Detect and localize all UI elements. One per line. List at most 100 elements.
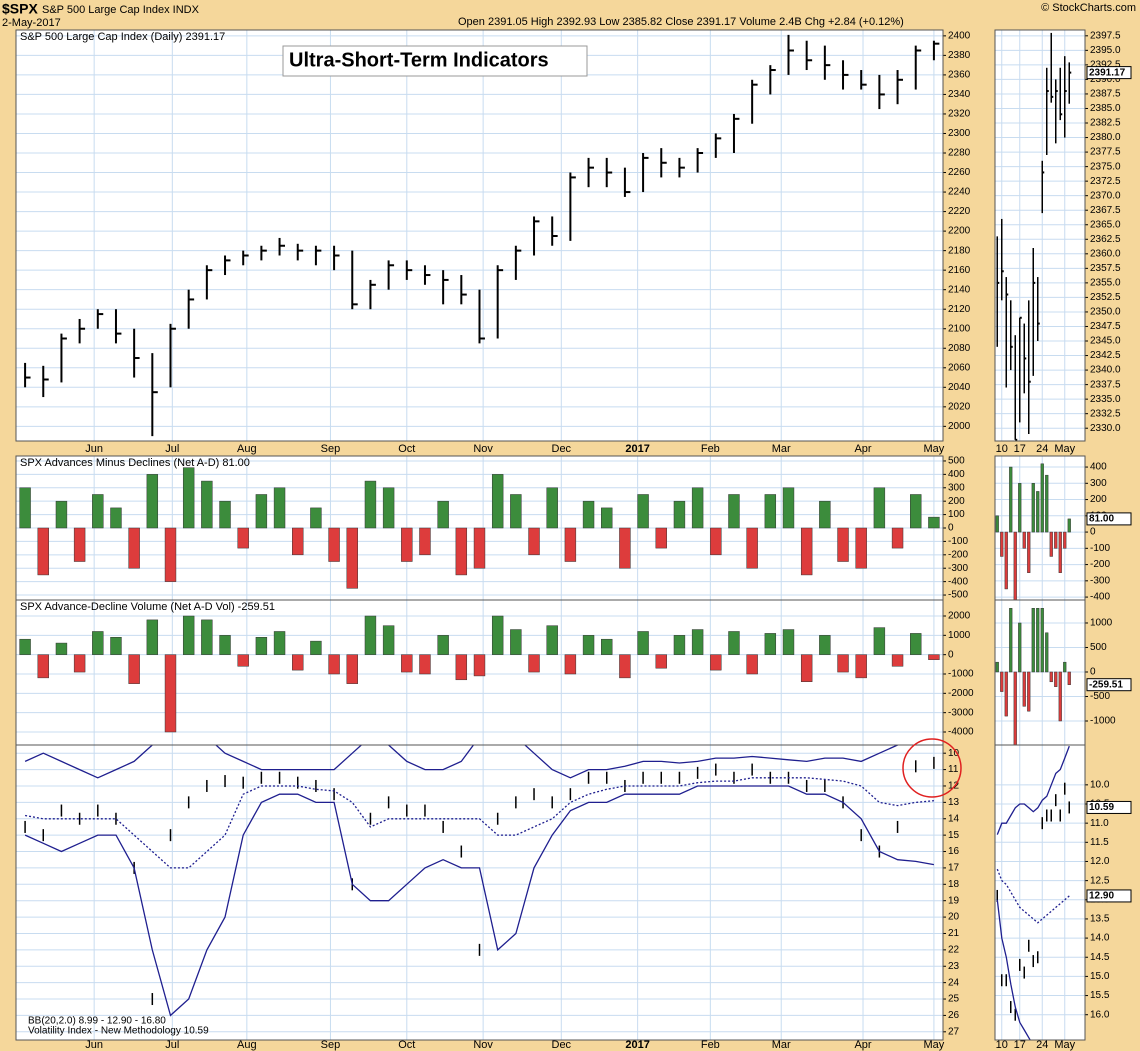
bar — [1004, 671, 1008, 717]
x-tick-label: Oct — [398, 1039, 415, 1051]
y-tick-label: 2345.0 — [1090, 336, 1121, 347]
bar — [1036, 491, 1040, 533]
bar — [619, 654, 631, 679]
bar — [819, 500, 831, 529]
bar — [1067, 671, 1071, 685]
highlight-circle — [902, 738, 962, 798]
bar — [1045, 632, 1049, 673]
bar — [437, 635, 449, 655]
x-tick-label: Jul — [165, 1039, 179, 1051]
plot-area — [995, 608, 1071, 745]
bar — [1054, 531, 1058, 549]
bar — [473, 654, 486, 677]
y-tick-label: 2350.0 — [1090, 307, 1121, 318]
bar — [928, 516, 940, 529]
band-line — [24, 777, 934, 869]
y-tick-label: 2365.0 — [1090, 219, 1121, 230]
x-tick-label: May — [924, 1039, 945, 1051]
band-line — [24, 745, 901, 779]
panel-background — [995, 600, 1085, 745]
y-tick-label: -100 — [948, 536, 968, 547]
bar — [891, 527, 904, 549]
y-tick-label: -500 — [948, 590, 968, 601]
credit: © StockCharts.com — [1041, 2, 1136, 14]
y-tick-label: 2375.0 — [1090, 161, 1121, 172]
bar — [1027, 671, 1031, 712]
y-tick-label: -1000 — [948, 669, 974, 680]
x-tick-label: Oct — [398, 443, 415, 455]
bar — [1018, 622, 1022, 673]
legend: SPX Advance-Decline Volume (Net A-D Vol)… — [20, 601, 275, 613]
bar — [601, 638, 613, 655]
bar — [1009, 466, 1013, 533]
bar — [310, 507, 322, 529]
y-tick-label: 2357.5 — [1090, 263, 1121, 274]
value-box — [1086, 66, 1132, 80]
y-tick-label: 15.0 — [1090, 971, 1110, 982]
y-tick-label: 2380.0 — [1090, 132, 1121, 143]
bar — [728, 494, 740, 529]
panel-border — [15, 29, 944, 442]
x-tick-label: Jun — [85, 443, 103, 455]
y-tick-label: 2300 — [948, 128, 971, 139]
y-tick-label: 500 — [1090, 642, 1107, 653]
y-tick-label: 0 — [1090, 667, 1096, 678]
y-tick-label: 2355.0 — [1090, 278, 1121, 289]
bar — [455, 654, 468, 681]
y-tick-label: 2240 — [948, 187, 971, 198]
y-tick-label: 2020 — [948, 401, 971, 412]
y-tick-label: 2347.5 — [1090, 321, 1121, 332]
y-tick-label: 24 — [948, 977, 960, 988]
bar — [819, 635, 831, 655]
bar — [182, 467, 195, 529]
x-tick-label: 10 — [996, 443, 1008, 455]
y-tick-label: 0 — [948, 649, 954, 660]
y-tick-label: 2180 — [948, 245, 971, 256]
bar — [800, 654, 813, 682]
y-tick-label: 12.5 — [1090, 875, 1110, 886]
y-tick-label: 2160 — [948, 265, 971, 276]
bar — [837, 654, 849, 673]
y-tick-label: 2000 — [948, 611, 971, 622]
y-tick-label: 10.0 — [1090, 779, 1110, 790]
y-tick-label: -400 — [1090, 592, 1110, 603]
y-tick-label: 300 — [1090, 478, 1107, 489]
bar — [1013, 671, 1017, 745]
bar — [110, 507, 122, 529]
title-box — [282, 45, 588, 77]
bar — [164, 527, 177, 582]
bar — [401, 527, 413, 562]
panel: 1000 500 0 -500 -1000 -259.51 — [994, 599, 1132, 746]
y-tick-label: -400 — [948, 576, 968, 587]
plot-area — [24, 745, 935, 1017]
bar — [1009, 608, 1013, 673]
bar — [673, 500, 686, 529]
bar — [255, 494, 268, 529]
y-tick-label: 12.0 — [1090, 856, 1110, 867]
bar — [855, 527, 867, 569]
bar — [564, 527, 577, 562]
panel-background — [16, 30, 943, 441]
plot-area — [24, 34, 940, 437]
x-tick-label: Aug — [237, 1039, 257, 1051]
y-tick-label: 2382.5 — [1090, 118, 1121, 129]
x-tick-label: Mar — [772, 1039, 791, 1051]
y-tick-label: 2390.0 — [1090, 74, 1121, 85]
panel: 2000 2020 2040 2060 2080 2100 2120 2140 2160 2180… — [15, 29, 971, 455]
y-tick-label: 2280 — [948, 148, 971, 159]
y-tick-label: 2330.0 — [1090, 423, 1121, 434]
bar — [637, 494, 649, 529]
y-tick-label: 19 — [948, 895, 960, 906]
bar — [37, 527, 49, 576]
bar — [1027, 531, 1031, 573]
bar — [401, 654, 413, 673]
bar — [92, 631, 104, 655]
bar — [582, 500, 595, 529]
bar — [837, 527, 849, 562]
bar — [710, 527, 722, 556]
y-tick-label: -3000 — [948, 707, 974, 718]
y-tick-label: 2340 — [948, 89, 971, 100]
bar — [1054, 671, 1058, 687]
bar — [473, 527, 486, 569]
panel-border — [994, 744, 1086, 1041]
